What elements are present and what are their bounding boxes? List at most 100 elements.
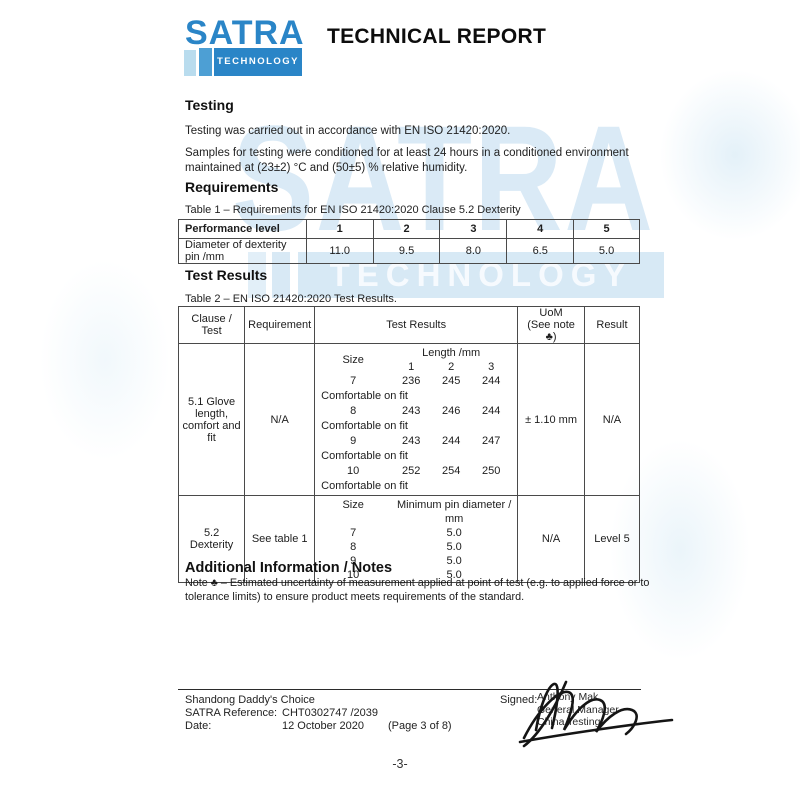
dexterity-row: 9 5.0 — [315, 554, 517, 568]
size-value: 8 — [350, 541, 357, 553]
length-value: 247 — [481, 435, 501, 447]
length-subcol: 2 — [448, 361, 455, 373]
dexterity-row: 10 5.0 — [315, 568, 517, 582]
requirements-table: Performance level 1 2 3 4 5 Diameter of … — [178, 219, 640, 264]
uom-cell: ± 1.10 mm — [517, 343, 585, 496]
size-column-label: Size — [342, 499, 364, 511]
table1-data-cell: 9.5 — [372, 238, 441, 264]
client-company-name: Shandong Daddy's Choice — [185, 694, 315, 706]
note-text: Note ♣ – Estimated uncertainty of measur… — [185, 577, 650, 603]
test-results-table: Clause / Test Requirement Test Results U… — [177, 306, 641, 583]
length-value: 245 — [441, 375, 461, 387]
table1-caption: Table 1 – Requirements for EN ISO 21420:… — [185, 204, 521, 216]
length-value: 250 — [481, 465, 501, 477]
table1-header-cell: 5 — [573, 219, 640, 239]
measurement-row: 10 252 254 250 — [315, 464, 517, 479]
table2-caption: Table 2 – EN ISO 21420:2020 Test Results… — [185, 293, 397, 305]
length-value: 236 — [401, 375, 421, 387]
length-subcol: 1 — [408, 361, 415, 373]
table1-header-cell: Performance level — [178, 219, 307, 239]
satra-logo-bar-light — [184, 50, 196, 76]
comfort-note: Comfortable on fit — [321, 390, 408, 402]
footer-divider — [178, 689, 641, 690]
length-value: 246 — [441, 405, 461, 417]
pin-diameter-label: Minimum pin diameter / mm — [396, 499, 512, 525]
date-value: 12 October 2020 — [282, 720, 364, 732]
table1-data-cell: 11.0 — [305, 238, 374, 264]
table-row: Clause / Test Requirement Test Results U… — [177, 306, 641, 344]
length-value: 244 — [481, 375, 501, 387]
table2-header-result: Result — [583, 306, 641, 344]
size-value: 8 — [350, 405, 357, 417]
additional-info-heading: Additional Information / Notes — [185, 560, 393, 576]
satra-logo-text: SATRA — [185, 14, 305, 52]
results-cell: Size Length /mm 1 2 3 7 236 245 244 Comf… — [314, 343, 519, 496]
satra-reference-value: CHT0302747 /2039 — [282, 707, 379, 719]
measurement-row: 7 236 245 244 — [315, 374, 517, 389]
table-row: 5.1 Glove length, comfort and fit N/A Si… — [177, 343, 641, 496]
measurement-row: 9 243 244 247 — [315, 434, 517, 449]
satra-reference-label: SATRA Reference: — [185, 707, 278, 719]
table2-header-clause: Clause / Test — [177, 306, 246, 344]
satra-logo-technology-band: TECHNOLOGY — [214, 48, 302, 76]
size-value: 10 — [347, 569, 360, 581]
size-value: 9 — [350, 435, 357, 447]
size-value: 7 — [350, 375, 357, 387]
table2-header-uom: UoM (See note ♣) — [517, 306, 585, 344]
uom-cell: N/A — [517, 495, 585, 583]
table1-header-cell: 2 — [372, 219, 441, 239]
pin-value: 5.0 — [446, 527, 462, 539]
results-cell: Size Minimum pin diameter / mm 7 5.0 8 5… — [314, 495, 519, 583]
uom-note-ref: (See note ♣) — [527, 319, 575, 343]
testing-heading: Testing — [185, 97, 234, 113]
requirement-cell: N/A — [244, 343, 316, 496]
pin-value: 5.0 — [446, 569, 462, 581]
dexterity-row: 7 5.0 — [315, 526, 517, 540]
dexterity-header-row: Size Minimum pin diameter / mm — [315, 498, 517, 526]
clause-cell: 5.2 Dexterity — [177, 495, 246, 583]
table1-header-cell: 3 — [439, 219, 508, 239]
table2-header-requirement: Requirement — [244, 306, 316, 344]
length-value: 243 — [401, 405, 421, 417]
length-value: 244 — [481, 405, 501, 417]
table-row: Performance level 1 2 3 4 5 — [178, 219, 640, 239]
size-column-label: Size — [342, 353, 364, 366]
uom-label: UoM — [539, 307, 563, 319]
pin-value: 5.0 — [446, 555, 462, 567]
table2-header-results: Test Results — [314, 306, 519, 344]
clause-cell: 5.1 Glove length, comfort and fit — [177, 343, 246, 496]
length-value: 252 — [401, 465, 421, 477]
test-results-heading: Test Results — [185, 267, 268, 283]
size-value: 7 — [350, 527, 357, 539]
pin-value: 5.0 — [446, 541, 462, 553]
length-column-label: Length /mm — [422, 347, 481, 359]
comfort-note: Comfortable on fit — [321, 480, 408, 492]
comfort-note: Comfortable on fit — [321, 420, 408, 432]
table1-header-cell: 1 — [305, 219, 374, 239]
table1-data-cell: 8.0 — [439, 238, 508, 264]
signed-label: Signed: — [500, 694, 538, 706]
size-value: 9 — [350, 555, 357, 567]
requirements-heading: Requirements — [185, 179, 279, 195]
requirement-cell: See table 1 — [244, 495, 316, 583]
length-subcol: 3 — [488, 361, 495, 373]
testing-paragraph-2: Samples for testing were conditioned for… — [185, 147, 629, 174]
size-value: 10 — [347, 465, 360, 477]
page-info: (Page 3 of 8) — [388, 720, 452, 732]
result-cell: N/A — [583, 343, 641, 496]
table1-header-cell: 4 — [506, 219, 575, 239]
table-row: Diameter of dexterity pin /mm 11.0 9.5 8… — [178, 238, 640, 264]
dexterity-row: 8 5.0 — [315, 540, 517, 554]
result-cell: Level 5 — [583, 495, 641, 583]
length-value: 243 — [401, 435, 421, 447]
page-title: TECHNICAL REPORT — [327, 25, 547, 48]
length-value: 244 — [441, 435, 461, 447]
testing-paragraph-1: Testing was carried out in accordance wi… — [185, 125, 511, 137]
table-row: 5.2 Dexterity See table 1 Size Minimum p… — [177, 495, 641, 583]
satra-logo-bar-mid — [199, 48, 212, 76]
table1-data-cell: 5.0 — [573, 238, 640, 264]
table1-data-cell: 6.5 — [506, 238, 575, 264]
measurement-row: 8 243 246 244 — [315, 404, 517, 419]
page-number: -3- — [392, 757, 408, 771]
